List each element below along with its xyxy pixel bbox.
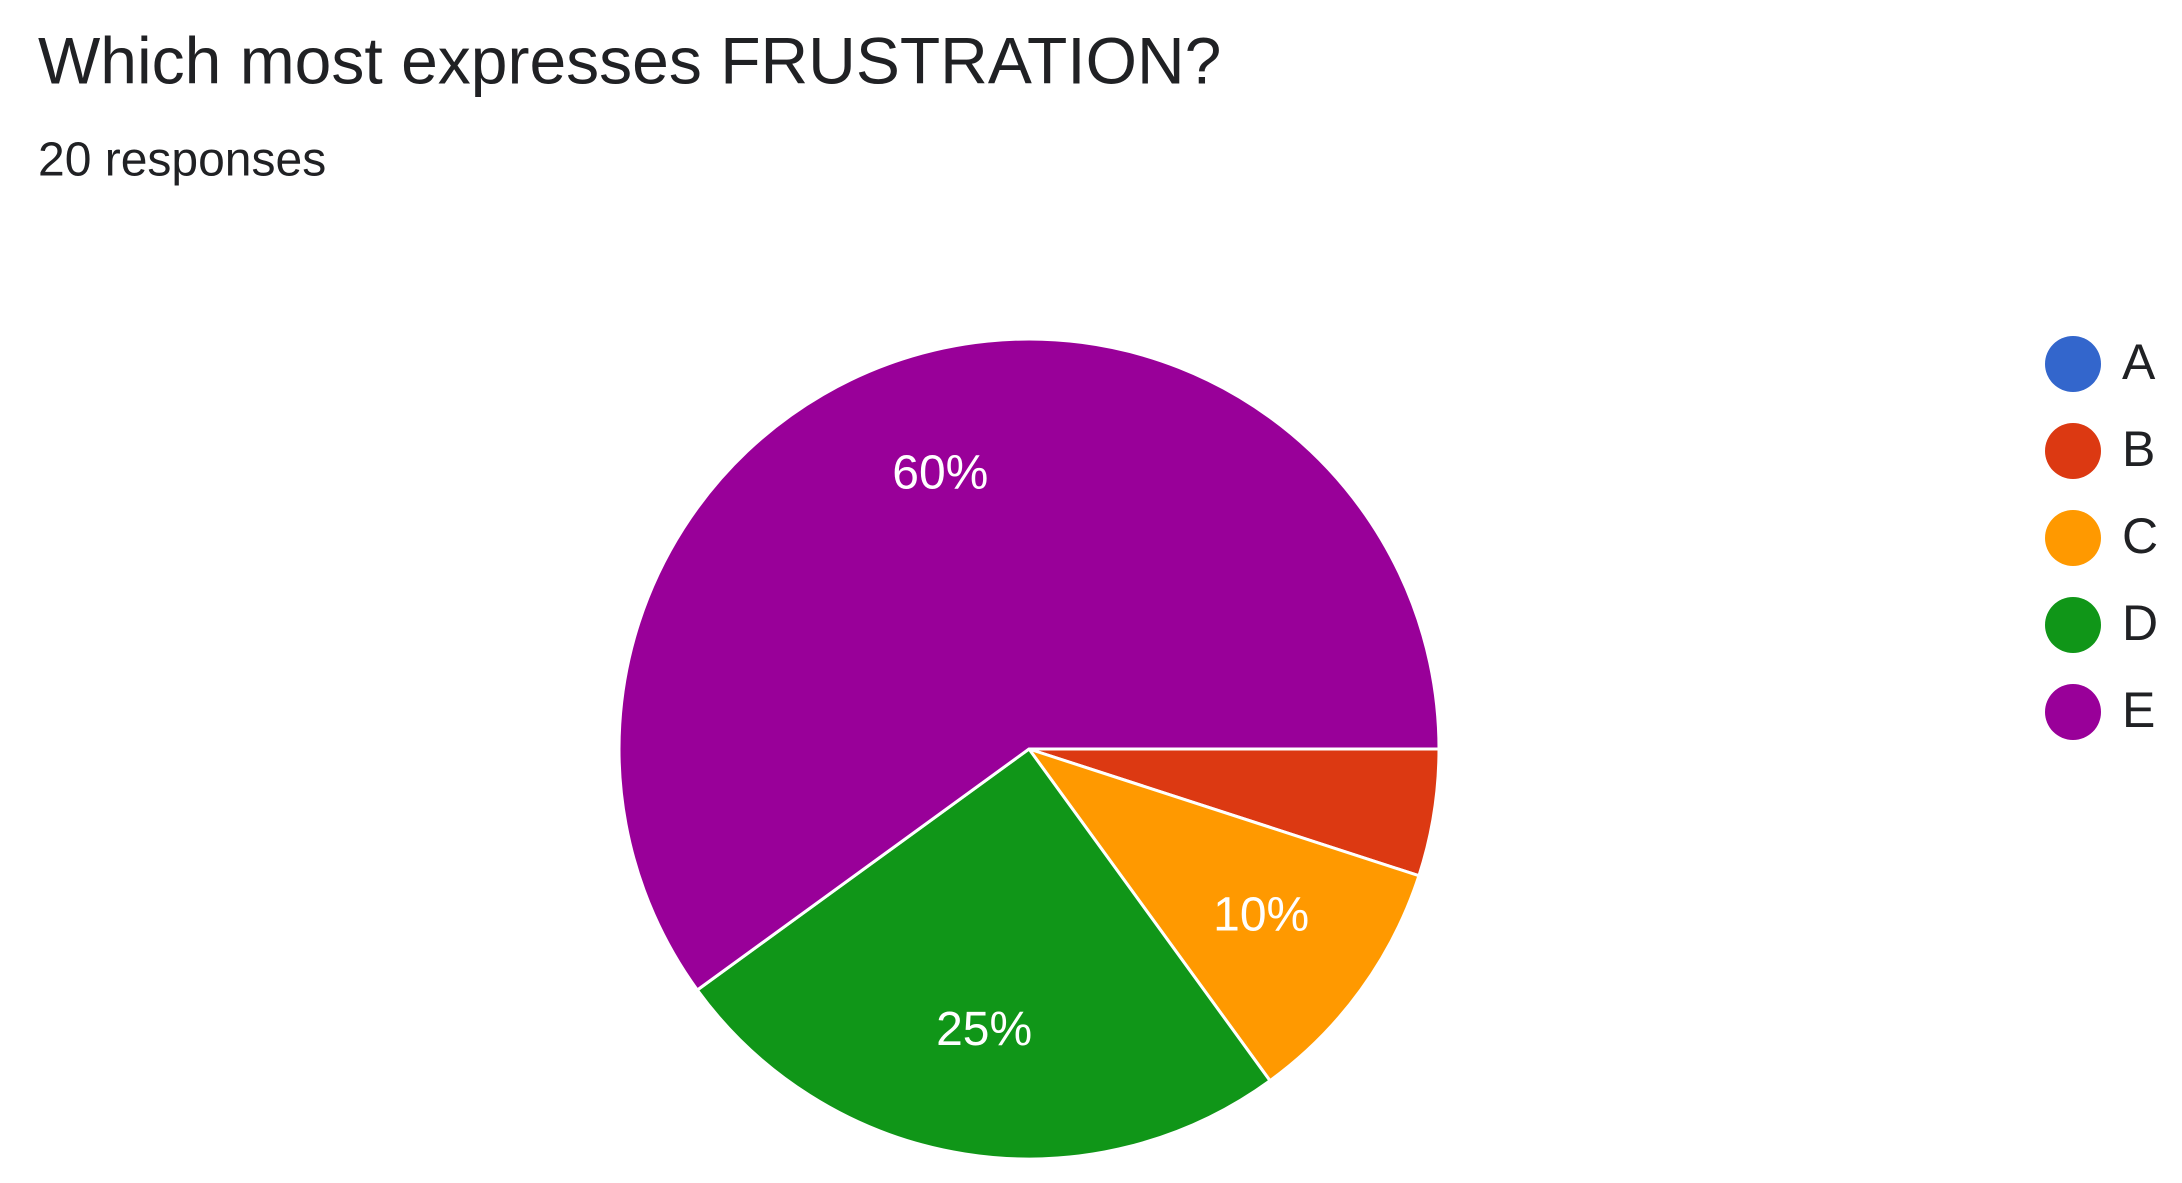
legend-swatch xyxy=(2045,336,2101,392)
pie-slice xyxy=(617,337,1441,993)
legend-label: D xyxy=(2122,595,2158,651)
data-label: 25% xyxy=(936,1003,1032,1056)
pie-slice xyxy=(695,746,1273,1161)
chart-subtitle: 20 responses xyxy=(38,134,326,187)
data-label: 10% xyxy=(1213,888,1309,941)
legend-label: C xyxy=(2122,508,2158,564)
pie-slice xyxy=(1025,746,1421,1083)
legend-swatch xyxy=(2045,423,2101,479)
legend-label: E xyxy=(2122,682,2155,738)
legend-swatch xyxy=(2045,597,2101,653)
data-label: 60% xyxy=(892,447,988,500)
legend-label: B xyxy=(2122,421,2155,477)
chart-title: Which most expresses FRUSTRATION? xyxy=(38,23,1221,97)
legend-swatch xyxy=(2045,510,2101,566)
legend-swatch xyxy=(2045,684,2101,740)
legend-label: A xyxy=(2122,334,2156,390)
